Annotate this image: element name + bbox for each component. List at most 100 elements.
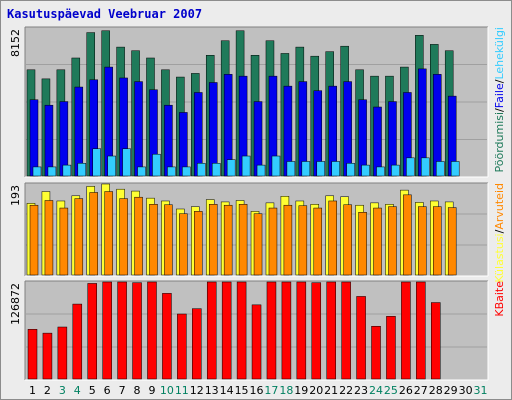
day-label: 16 — [250, 384, 264, 397]
bar-faile — [208, 82, 218, 177]
bar-kbaite — [72, 303, 83, 380]
bar-lehekülgi — [316, 161, 326, 177]
bar-arvuteid — [149, 204, 158, 276]
bar-lehekülgi — [152, 153, 161, 177]
bar-kbaite — [386, 316, 396, 380]
bar-lehekülgi — [391, 164, 400, 177]
bar-arvuteid — [194, 211, 203, 276]
panel-3-ymax-label: 126872 — [9, 283, 22, 325]
day-label: 22 — [339, 384, 353, 397]
bar-lehekülgi — [436, 161, 445, 177]
day-label: 31 — [474, 384, 488, 397]
bar-arvuteid — [208, 204, 218, 276]
bar-kbaite — [266, 281, 277, 380]
legend-top-part: Faile — [493, 83, 506, 108]
bar-kbaite — [236, 281, 247, 380]
bar-faile — [59, 101, 69, 177]
day-label: 29 — [444, 384, 458, 397]
bar-kbaite — [27, 329, 38, 380]
day-label: 2 — [44, 384, 51, 397]
bar-arvuteid — [29, 204, 39, 276]
bar-kbaite — [431, 302, 441, 380]
bar-faile — [358, 99, 367, 177]
panel-1-ymax-label: 8152 — [9, 29, 22, 57]
day-label: 9 — [148, 384, 155, 397]
legend-bottom: KBaite — [493, 281, 506, 317]
bar-arvuteid — [403, 194, 412, 276]
bar-kbaite — [401, 281, 411, 380]
bar-arvuteid — [433, 206, 442, 276]
bar-arvuteid — [253, 213, 263, 276]
day-label: 10 — [160, 384, 174, 397]
day-label: 23 — [354, 384, 368, 397]
bar-kbaite — [221, 281, 232, 380]
day-label: 24 — [369, 384, 383, 397]
bar-faile — [179, 112, 188, 177]
legend-middle-part: / — [493, 229, 506, 233]
bar-kbaite — [147, 281, 157, 380]
bar-arvuteid — [104, 191, 113, 276]
bar-lehekülgi — [137, 166, 146, 177]
bar-kbaite — [42, 332, 53, 380]
bar-lehekülgi — [32, 166, 42, 177]
bar-kbaite — [251, 304, 262, 380]
bar-kbaite — [416, 281, 426, 380]
day-label: 18 — [279, 384, 293, 397]
legend-middle-part: Arvuteid — [493, 183, 506, 230]
bar-arvuteid — [298, 205, 308, 276]
legend-middle-part: Külastusi — [493, 233, 506, 282]
bar-kbaite — [117, 281, 127, 380]
bar-arvuteid — [447, 207, 457, 276]
bar-lehekülgi — [286, 161, 296, 177]
bar-lehekülgi — [182, 166, 191, 177]
bar-kbaite — [162, 293, 172, 380]
day-label: 19 — [294, 384, 308, 397]
panel-2-ymax-label: 193 — [9, 185, 22, 206]
bar-faile — [388, 101, 397, 177]
bar-arvuteid — [343, 204, 352, 276]
bar-faile — [373, 106, 382, 177]
bar-lehekülgi — [241, 155, 251, 177]
legend-bottom-part: KBaite — [493, 281, 506, 317]
bar-arvuteid — [179, 213, 188, 276]
bar-arvuteid — [313, 207, 323, 276]
bar-kbaite — [206, 281, 217, 380]
legend-top-part: / — [493, 108, 506, 112]
bar-arvuteid — [223, 204, 233, 276]
bar-kbaite — [102, 281, 112, 380]
bar-kbaite — [341, 281, 351, 380]
bar-lehekülgi — [211, 163, 221, 177]
bar-lehekülgi — [62, 164, 72, 177]
day-label: 27 — [414, 384, 428, 397]
bar-kbaite — [281, 281, 292, 380]
bar-kbaite — [192, 308, 202, 380]
bar-kbaite — [326, 281, 336, 380]
bar-arvuteid — [358, 212, 367, 276]
legend-top: Pöördumisi/Faile/Lehekülgi — [493, 27, 506, 172]
day-label: 30 — [459, 384, 473, 397]
bar-kbaite — [311, 282, 322, 380]
bar-lehekülgi — [226, 159, 236, 177]
bar-faile — [44, 104, 54, 177]
bar-arvuteid — [59, 207, 69, 276]
bar-kbaite — [296, 281, 307, 380]
bar-kbaite — [87, 283, 97, 380]
bar-arvuteid — [134, 196, 143, 276]
bar-arvuteid — [373, 207, 382, 276]
legend-top-part: / — [493, 79, 506, 83]
bar-kbaite — [132, 282, 142, 380]
day-label: 15 — [235, 384, 249, 397]
day-label: 20 — [309, 384, 323, 397]
bar-lehekülgi — [376, 166, 385, 177]
day-label: 26 — [399, 384, 413, 397]
day-label: 5 — [89, 384, 96, 397]
bar-kbaite — [177, 313, 187, 380]
bar-arvuteid — [164, 204, 173, 276]
bar-lehekülgi — [346, 163, 355, 177]
legend-top-part: Pöördumisi — [493, 112, 506, 173]
bar-kbaite — [356, 296, 366, 380]
bar-kbaite — [57, 326, 68, 380]
day-label: 3 — [59, 384, 66, 397]
day-label: 28 — [429, 384, 443, 397]
